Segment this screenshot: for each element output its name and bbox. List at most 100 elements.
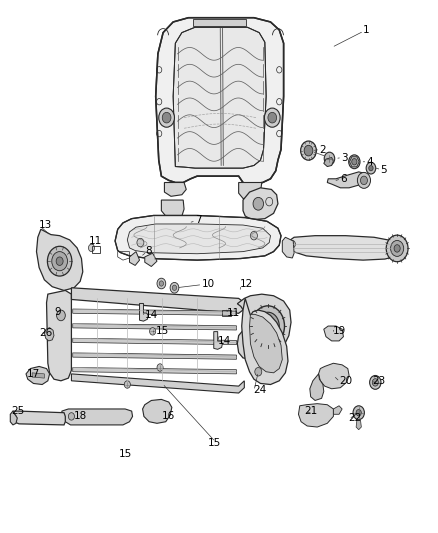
Text: 26: 26: [39, 328, 53, 338]
Circle shape: [162, 112, 171, 123]
Text: 12: 12: [240, 279, 253, 288]
Text: 6: 6: [340, 174, 347, 184]
Circle shape: [88, 244, 95, 252]
Circle shape: [352, 159, 357, 165]
Text: 14: 14: [145, 310, 158, 320]
Polygon shape: [283, 237, 294, 258]
Polygon shape: [333, 406, 342, 414]
Polygon shape: [243, 188, 278, 220]
Polygon shape: [73, 309, 237, 316]
Polygon shape: [318, 364, 349, 389]
Circle shape: [386, 235, 408, 262]
Polygon shape: [164, 182, 186, 196]
Polygon shape: [115, 215, 281, 260]
Polygon shape: [310, 374, 324, 400]
Circle shape: [349, 155, 360, 168]
Text: 2: 2: [319, 144, 326, 155]
Polygon shape: [73, 368, 237, 374]
Polygon shape: [298, 403, 333, 427]
Circle shape: [57, 310, 65, 321]
Text: 19: 19: [332, 326, 346, 336]
Circle shape: [56, 257, 63, 265]
Text: 13: 13: [39, 220, 53, 230]
Text: 25: 25: [12, 406, 25, 416]
Circle shape: [394, 245, 400, 252]
Circle shape: [253, 197, 264, 210]
Circle shape: [353, 406, 364, 419]
Text: 20: 20: [339, 376, 352, 386]
Circle shape: [137, 238, 144, 247]
Text: 11: 11: [89, 236, 102, 246]
Circle shape: [159, 108, 174, 127]
Circle shape: [263, 320, 273, 333]
Text: 24: 24: [253, 385, 266, 395]
Circle shape: [255, 368, 262, 376]
Circle shape: [265, 108, 280, 127]
Circle shape: [391, 240, 404, 256]
Polygon shape: [161, 200, 184, 219]
Circle shape: [289, 240, 295, 248]
Text: 7: 7: [195, 215, 201, 225]
Polygon shape: [11, 411, 17, 425]
Text: 3: 3: [341, 152, 348, 163]
Polygon shape: [356, 419, 361, 430]
Text: 15: 15: [119, 449, 132, 458]
Circle shape: [370, 375, 381, 389]
Circle shape: [369, 165, 373, 171]
Polygon shape: [155, 18, 284, 184]
Text: 10: 10: [201, 279, 215, 288]
Circle shape: [357, 172, 371, 188]
Text: 16: 16: [162, 411, 176, 422]
Circle shape: [52, 252, 67, 271]
Circle shape: [360, 176, 367, 184]
Circle shape: [47, 246, 72, 276]
Polygon shape: [26, 367, 49, 384]
Polygon shape: [32, 373, 44, 378]
Text: 22: 22: [348, 413, 361, 423]
Polygon shape: [127, 224, 271, 254]
Circle shape: [251, 306, 285, 346]
Circle shape: [304, 146, 313, 156]
Polygon shape: [36, 229, 83, 290]
Polygon shape: [44, 328, 54, 341]
Text: 14: 14: [218, 336, 231, 346]
Polygon shape: [242, 298, 288, 384]
Circle shape: [170, 282, 179, 293]
Polygon shape: [12, 411, 65, 425]
Text: 1: 1: [363, 25, 370, 35]
Polygon shape: [140, 303, 148, 321]
Circle shape: [157, 364, 163, 371]
Circle shape: [257, 312, 279, 340]
Text: 9: 9: [54, 306, 60, 317]
Text: 8: 8: [146, 246, 152, 255]
Text: 17: 17: [27, 369, 40, 379]
Polygon shape: [324, 158, 333, 166]
Polygon shape: [62, 409, 133, 425]
Polygon shape: [237, 294, 291, 360]
Circle shape: [124, 381, 131, 388]
Text: 5: 5: [381, 165, 387, 175]
Polygon shape: [130, 252, 140, 265]
Text: 15: 15: [155, 326, 169, 336]
Circle shape: [356, 409, 361, 416]
Text: 18: 18: [74, 411, 87, 422]
Text: 15: 15: [208, 438, 221, 448]
Polygon shape: [193, 19, 246, 26]
Text: 23: 23: [373, 376, 386, 386]
Circle shape: [150, 328, 155, 335]
Polygon shape: [143, 399, 172, 423]
Circle shape: [157, 278, 166, 289]
Circle shape: [300, 141, 316, 160]
Polygon shape: [73, 338, 237, 345]
Text: 11: 11: [227, 308, 240, 318]
Polygon shape: [250, 314, 283, 373]
Circle shape: [159, 281, 163, 286]
Polygon shape: [46, 290, 71, 381]
Circle shape: [68, 413, 74, 420]
Polygon shape: [324, 326, 343, 341]
Polygon shape: [173, 27, 266, 168]
Polygon shape: [145, 253, 157, 266]
Circle shape: [366, 163, 376, 174]
Circle shape: [324, 152, 335, 165]
Polygon shape: [288, 236, 402, 260]
